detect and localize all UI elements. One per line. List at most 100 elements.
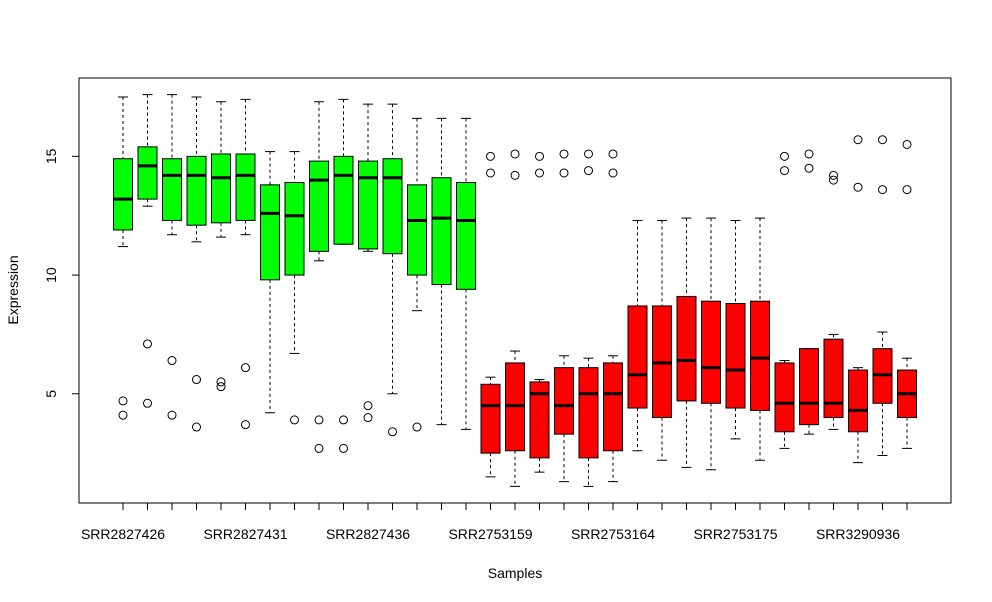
outlier-point <box>853 135 863 145</box>
outlier-point <box>216 377 226 387</box>
iqr-box <box>333 155 354 245</box>
outlier-point <box>804 163 814 173</box>
box-sample-28 <box>774 151 795 449</box>
box-sample-17 <box>505 149 525 487</box>
box-sample-11 <box>358 103 378 423</box>
outlier-point <box>853 182 863 192</box>
iqr-box <box>603 362 623 452</box>
outlier-point <box>290 415 299 425</box>
outlier-point <box>486 151 495 161</box>
x-axis-title: Samples <box>488 565 542 581</box>
outlier-point <box>829 175 838 185</box>
box-sample-6 <box>235 98 256 430</box>
iqr-box <box>627 305 648 409</box>
outlier-point <box>902 185 912 195</box>
box-sample-27 <box>750 217 770 461</box>
box-sample-16 <box>480 151 501 478</box>
outlier-point <box>314 443 324 453</box>
box-sample-14 <box>431 117 452 426</box>
box-sample-10 <box>333 98 354 453</box>
x-tick-label: SRR2827426 <box>81 526 165 542</box>
outlier-point <box>143 339 152 349</box>
iqr-box <box>725 303 746 409</box>
iqr-box <box>309 160 329 252</box>
outlier-point <box>535 168 544 178</box>
outlier-point <box>486 168 495 178</box>
box-sample-2 <box>137 94 158 408</box>
outlier-point <box>216 382 226 392</box>
iqr-box <box>456 181 476 290</box>
outlier-point <box>559 149 569 159</box>
outlier-point <box>241 420 250 430</box>
box-sample-13 <box>407 117 427 432</box>
outlier-point <box>363 401 373 411</box>
outlier-point <box>339 443 348 453</box>
box-sample-30 <box>823 170 844 430</box>
outlier-point <box>412 422 422 432</box>
x-tick-label: SRR2753159 <box>448 526 532 542</box>
box-sample-22 <box>627 219 648 452</box>
iqr-box <box>113 158 133 231</box>
iqr-box <box>137 146 158 200</box>
outlier-point <box>510 170 520 180</box>
box-sample-8 <box>284 151 305 425</box>
iqr-box <box>578 367 599 459</box>
x-tick-label: SRR2753175 <box>693 526 777 542</box>
outlier-point <box>314 415 324 425</box>
iqr-box <box>211 153 231 224</box>
outlier-point <box>192 422 201 432</box>
iqr-box <box>431 177 452 286</box>
outlier-point <box>878 185 887 195</box>
iqr-box <box>554 367 574 435</box>
outlier-point <box>780 151 789 161</box>
box-sample-21 <box>603 149 623 483</box>
box-sample-31 <box>848 135 868 464</box>
outlier-point <box>804 149 814 159</box>
box-sample-24 <box>676 217 697 468</box>
box-sample-23 <box>652 219 672 461</box>
iqr-box <box>407 184 427 276</box>
box-sample-19 <box>554 149 574 483</box>
outlier-point <box>829 170 838 180</box>
x-tick-label: SRR2827436 <box>326 526 410 542</box>
x-axis: SRR2827426 SRR2827431 SRR2827436 SRR2753159… <box>81 502 908 542</box>
iqr-box <box>358 160 378 250</box>
box-sample-12 <box>382 103 403 437</box>
box-sample-20 <box>578 149 599 487</box>
iqr-box <box>676 295 697 402</box>
box-sample-32 <box>872 135 893 457</box>
y-tick-label: 5 <box>43 390 59 398</box>
iqr-box <box>284 181 305 276</box>
y-axis: 5 10 15 <box>43 148 80 398</box>
outlier-point <box>241 363 250 373</box>
iqr-box <box>529 381 550 459</box>
box-sample-5 <box>211 101 231 392</box>
outlier-point <box>167 356 177 366</box>
y-tick-label: 10 <box>43 267 59 283</box>
iqr-box <box>701 300 721 404</box>
iqr-box <box>186 155 207 226</box>
outlier-point <box>584 166 593 176</box>
iqr-box <box>848 369 868 433</box>
box-sample-33 <box>897 139 917 449</box>
outlier-point <box>388 427 397 437</box>
outlier-point <box>118 396 128 406</box>
outlier-point <box>535 151 544 161</box>
outlier-point <box>559 168 569 178</box>
x-tick-label: SRR2753164 <box>571 526 655 542</box>
outlier-point <box>780 166 789 176</box>
outlier-point <box>192 375 201 385</box>
iqr-box <box>162 158 182 221</box>
box-sample-1 <box>113 96 133 420</box>
iqr-box <box>480 383 501 454</box>
box-sample-3 <box>162 94 182 420</box>
x-tick-label: SRR3290936 <box>816 526 900 542</box>
outlier-point <box>167 410 177 420</box>
outlier-point <box>143 398 152 408</box>
outlier-point <box>118 410 128 420</box>
y-axis-title: Expression <box>5 255 21 324</box>
box-sample-25 <box>701 217 721 471</box>
iqr-box <box>750 300 770 411</box>
outlier-point <box>339 415 348 425</box>
